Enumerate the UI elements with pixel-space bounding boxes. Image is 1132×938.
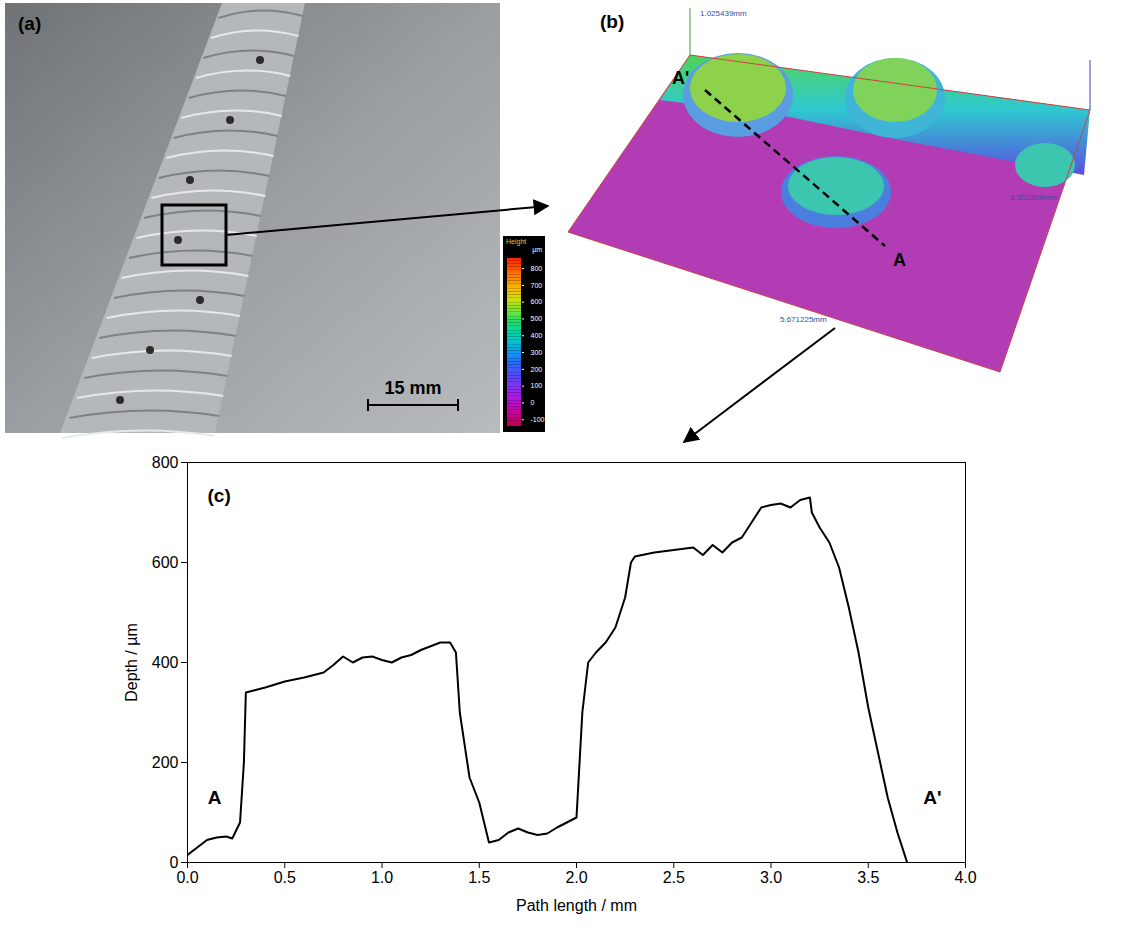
svg-text:0.0: 0.0: [176, 869, 198, 886]
svg-text:400: 400: [531, 332, 543, 339]
svg-text:A: A: [893, 250, 906, 270]
svg-text:5.671225mm: 5.671225mm: [780, 315, 827, 324]
svg-text:Depth / µm: Depth / µm: [123, 623, 140, 702]
svg-text:(b): (b): [600, 11, 624, 32]
svg-text:700: 700: [531, 282, 543, 289]
svg-text:15 mm: 15 mm: [384, 378, 441, 398]
svg-text:(a): (a): [18, 13, 41, 34]
svg-text:A: A: [208, 787, 222, 808]
svg-text:800: 800: [152, 454, 179, 471]
svg-text:1.5: 1.5: [468, 869, 490, 886]
svg-text:200: 200: [531, 366, 543, 373]
svg-text:600: 600: [531, 298, 543, 305]
svg-text:1.0: 1.0: [371, 869, 393, 886]
svg-text:Path length / mm: Path length / mm: [516, 897, 637, 914]
svg-text:800: 800: [531, 265, 543, 272]
svg-text:600: 600: [152, 554, 179, 571]
svg-text:0: 0: [531, 399, 535, 406]
svg-text:-100: -100: [531, 416, 545, 423]
svg-text:1.025439mm: 1.025439mm: [700, 9, 747, 18]
svg-text:2.5: 2.5: [663, 869, 685, 886]
svg-text:3.302309mm: 3.302309mm: [1010, 193, 1057, 202]
svg-text:2.0: 2.0: [565, 869, 587, 886]
svg-text:200: 200: [152, 754, 179, 771]
svg-text:500: 500: [531, 315, 543, 322]
svg-text:A': A': [923, 787, 941, 808]
svg-text:0: 0: [169, 853, 179, 871]
html-text:Height: Height: [506, 238, 527, 245]
svg-text:A': A': [672, 68, 689, 88]
svg-text:400: 400: [152, 654, 179, 671]
svg-text:(c): (c): [208, 485, 231, 506]
svg-text:4.0: 4.0: [954, 869, 976, 886]
svg-text:300: 300: [531, 349, 543, 356]
svg-text:0.5: 0.5: [274, 869, 296, 886]
svg-text:3.0: 3.0: [760, 869, 782, 886]
svg-text:100: 100: [531, 382, 543, 389]
html-text:µm: µm: [532, 246, 542, 253]
svg-text:3.5: 3.5: [857, 869, 879, 886]
